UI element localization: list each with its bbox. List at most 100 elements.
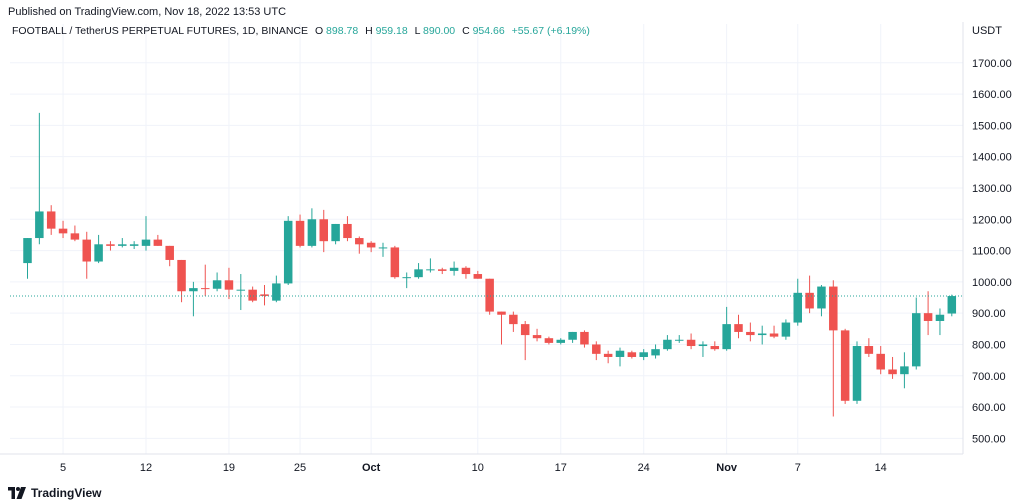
- price-tick-label: 1500.00: [972, 120, 1012, 132]
- legend-high-label: H: [365, 25, 373, 37]
- candle-body: [331, 223, 340, 242]
- candles-group: [23, 112, 957, 417]
- candle-body: [283, 220, 293, 284]
- time-tick-label: 7: [795, 462, 801, 474]
- time-tick-label: 25: [294, 462, 306, 474]
- time-tick-label: Oct: [362, 462, 381, 474]
- candle-body: [805, 292, 814, 309]
- price-tick-label: 600.00: [972, 402, 1006, 414]
- candle-body: [165, 245, 174, 260]
- candle-body: [603, 353, 613, 357]
- candle-body: [319, 219, 328, 242]
- legend-low-label: L: [415, 25, 421, 37]
- candle-body: [248, 289, 257, 301]
- candle-body: [343, 223, 352, 239]
- candle-body: [568, 331, 577, 340]
- price-tick-label: 1700.00: [972, 58, 1012, 70]
- candle-body: [70, 233, 80, 240]
- legend-close-label: C: [462, 25, 470, 37]
- candlestick-chart[interactable]: 1700.00 1600.00 1500.00 1400.00 1300.00 1200.…: [0, 22, 1024, 482]
- candle-body: [189, 288, 198, 292]
- candle-body: [260, 294, 269, 296]
- time-tick-label: Nov: [716, 462, 738, 474]
- published-caption: Published on TradingView.com, Nov 18, 20…: [8, 6, 287, 18]
- candle-body: [58, 228, 68, 234]
- candle-body: [449, 267, 459, 271]
- candle-body: [461, 267, 471, 275]
- candle-body: [651, 349, 660, 356]
- candle-body: [106, 244, 115, 246]
- brand-name: TradingView: [31, 486, 102, 500]
- legend-open-label: O: [315, 25, 323, 37]
- time-tick-label: 24: [638, 462, 650, 474]
- price-tick-label: 1300.00: [972, 183, 1012, 195]
- time-tick-label: 17: [555, 462, 567, 474]
- candle-body: [663, 339, 672, 350]
- legend-open-value: 898.78: [326, 25, 358, 37]
- candle-body: [414, 269, 423, 278]
- candle-body: [675, 339, 684, 341]
- tradingview-logo-icon: [8, 487, 26, 499]
- candle-body: [544, 338, 554, 343]
- candle-body: [390, 247, 400, 278]
- chart-legend: FOOTBALL / TetherUS PERPETUAL FUTURES, 1…: [12, 25, 590, 37]
- candle-body: [307, 219, 317, 246]
- candle-body: [129, 244, 139, 246]
- candle-body: [438, 269, 447, 271]
- price-tick-label: 800.00: [972, 339, 1006, 351]
- candle-body: [224, 280, 234, 290]
- candle-body: [473, 274, 483, 279]
- candle-body: [888, 369, 897, 375]
- candle-body: [722, 324, 731, 350]
- candle-body: [746, 331, 755, 336]
- grid-lines: [10, 24, 963, 454]
- price-tick-label: 1000.00: [972, 277, 1012, 289]
- price-tick-label: 700.00: [972, 371, 1006, 383]
- candle-body: [35, 211, 44, 239]
- candle-body: [923, 313, 933, 321]
- legend-change: +55.67 (+6.19%): [512, 25, 590, 37]
- time-tick-label: 10: [472, 462, 484, 474]
- candle-body: [212, 280, 222, 289]
- candle-body: [829, 286, 838, 331]
- candle-body: [177, 259, 186, 292]
- candle-body: [852, 346, 862, 401]
- time-axis[interactable]: 5 12 19 25 Oct 10 17 24 Nov 7 14: [60, 462, 887, 474]
- candle-body: [378, 247, 388, 249]
- candle-body: [426, 269, 435, 271]
- price-axis[interactable]: 1700.00 1600.00 1500.00 1400.00 1300.00 1200.…: [972, 58, 1012, 446]
- legend-symbol: FOOTBALL / TetherUS PERPETUAL FUTURES, 1…: [12, 25, 308, 37]
- legend-high-value: 959.18: [376, 25, 408, 37]
- candle-body: [497, 311, 506, 315]
- candle-body: [935, 314, 945, 321]
- candle-body: [272, 283, 281, 301]
- candle-body: [686, 339, 696, 347]
- candle-body: [46, 211, 56, 229]
- candle-body: [627, 352, 637, 357]
- candle-body: [556, 339, 565, 343]
- candle-body: [153, 239, 163, 246]
- time-tick-label: 12: [140, 462, 152, 474]
- price-axis-unit: USDT: [972, 25, 1002, 37]
- candle-body: [840, 330, 850, 401]
- candle-body: [781, 322, 791, 337]
- candle-body: [118, 244, 127, 246]
- candle-body: [900, 366, 909, 375]
- time-tick-label: 14: [875, 462, 887, 474]
- price-tick-label: 900.00: [972, 308, 1006, 320]
- candle-body: [355, 238, 364, 245]
- price-tick-label: 500.00: [972, 433, 1006, 445]
- candle-body: [864, 346, 874, 354]
- candle-body: [366, 242, 376, 248]
- candle-body: [295, 220, 305, 246]
- candle-body: [912, 313, 921, 367]
- candle-body: [947, 296, 957, 314]
- candle-body: [532, 335, 542, 339]
- time-tick-label: 5: [60, 462, 66, 474]
- legend-close-value: 954.66: [473, 25, 505, 37]
- candle-body: [793, 292, 802, 323]
- candle-body: [734, 324, 743, 332]
- tradingview-brand[interactable]: TradingView: [8, 486, 101, 500]
- candle-body: [82, 239, 91, 262]
- candle-body: [485, 278, 494, 312]
